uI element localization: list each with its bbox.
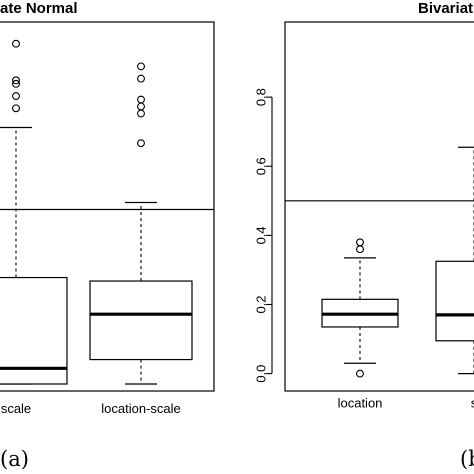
left-category-label-1: scale bbox=[1, 401, 31, 416]
right-panel-frame bbox=[284, 21, 474, 392]
right-category-label-2: s bbox=[471, 396, 474, 411]
left-panel-title: ate Normal bbox=[0, 0, 78, 17]
y-tick-label: 0.6 bbox=[253, 157, 268, 175]
panel-label-a: (a) bbox=[0, 447, 29, 471]
y-tick-label: 0.0 bbox=[253, 365, 268, 383]
box-iqr bbox=[89, 280, 193, 361]
panel-label-b: (b bbox=[460, 447, 474, 471]
right-y-axis: 0.0 0.2 0.4 0.6 0.8 bbox=[253, 88, 273, 383]
right-panel-title: Bivariat bbox=[418, 0, 473, 17]
box-location-scale bbox=[89, 62, 193, 385]
outlier-point bbox=[356, 238, 364, 247]
box-iqr bbox=[0, 276, 68, 385]
left-category-label-2: location-scale bbox=[101, 401, 181, 416]
y-tick-label: 0.2 bbox=[253, 295, 268, 313]
outlier-point bbox=[12, 39, 20, 48]
left-panel-frame bbox=[0, 21, 215, 392]
outlier-point bbox=[137, 74, 145, 83]
outlier-point bbox=[137, 95, 145, 104]
outlier-point bbox=[137, 109, 145, 118]
right-panel-boxes bbox=[285, 146, 474, 378]
left-panel-boxes bbox=[0, 39, 214, 385]
y-tick-label: 0.8 bbox=[253, 88, 268, 106]
y-tick-label: 0.4 bbox=[253, 226, 268, 244]
box-scale bbox=[0, 39, 68, 385]
box-s bbox=[435, 146, 474, 375]
outlier-point bbox=[356, 369, 364, 378]
right-category-label-1: location bbox=[338, 396, 383, 411]
box-location bbox=[321, 238, 399, 378]
outlier-point bbox=[137, 62, 145, 71]
outlier-point bbox=[137, 139, 145, 148]
outlier-point bbox=[12, 79, 20, 88]
outlier-point bbox=[137, 102, 145, 111]
outlier-point bbox=[356, 245, 364, 254]
outlier-point bbox=[12, 104, 20, 113]
outlier-point bbox=[12, 92, 20, 101]
outlier-point bbox=[12, 76, 20, 85]
box-iqr bbox=[435, 260, 474, 342]
